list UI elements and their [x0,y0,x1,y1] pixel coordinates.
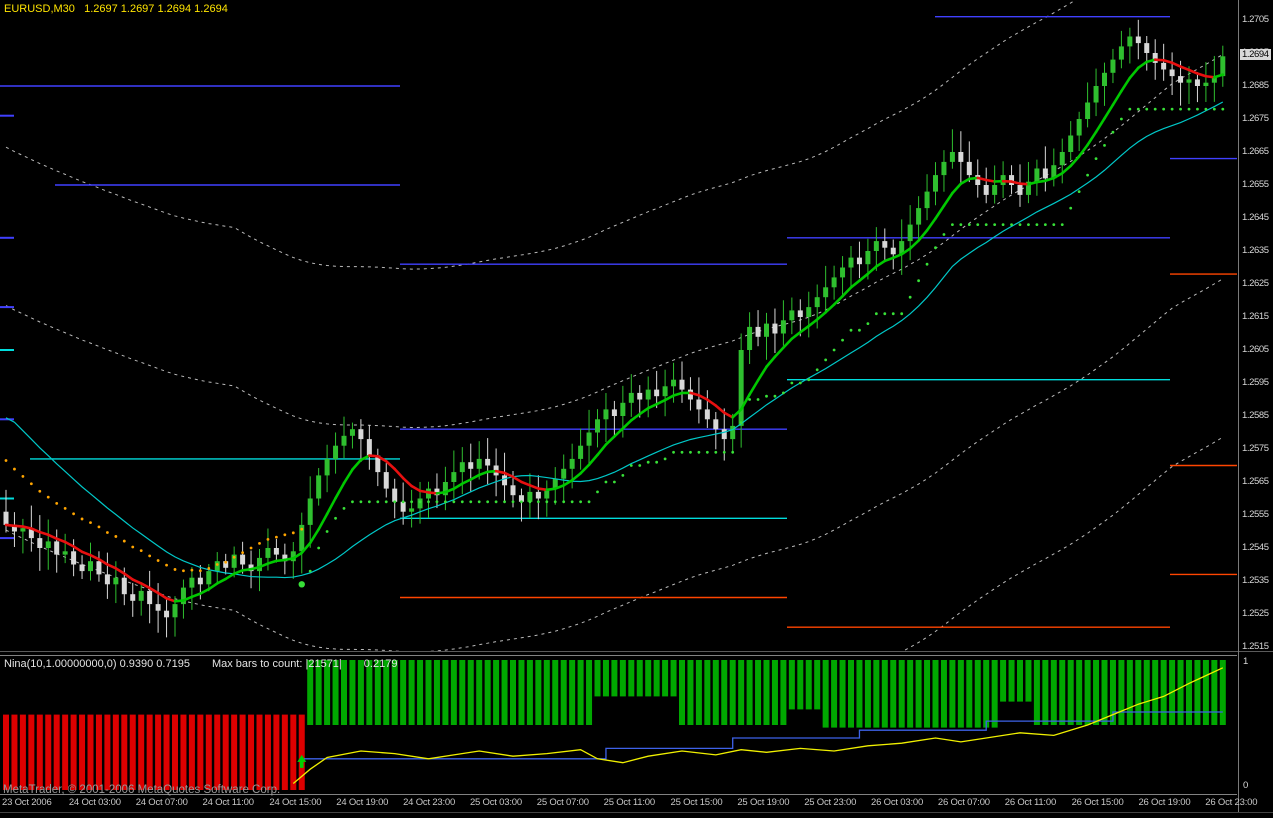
time-axis-label: 26 Oct 03:00 [871,797,924,808]
buy-arrow-icon [297,754,307,768]
time-axis-label: 23 Oct 2006 [2,797,52,808]
price-axis-label: 1.2635 [1242,245,1269,256]
time-axis-label: 25 Oct 23:00 [804,797,857,808]
indicator-title: Nina(10,1.00000000,0) 0.9390 0.7195 [4,658,190,670]
time-axis-label: 24 Oct 03:00 [68,797,121,808]
time-axis-label: 26 Oct 23:00 [1205,797,1258,808]
indicator-axis-bottom: 0 [1243,780,1248,791]
price-axis-label: 1.2625 [1242,278,1269,289]
time-axis-label: 24 Oct 15:00 [269,797,322,808]
symbol-ohlc-label: EURUSD,M30 1.2697 1.2697 1.2694 1.2694 [4,3,228,15]
price-axis-label: 1.2655 [1242,179,1269,190]
max-bars-label: Max bars to count: |21571| [211,658,342,670]
price-axis-label: 1.2555 [1242,509,1269,520]
time-axis[interactable]: 23 Oct 2006 24 Oct 03:00 24 Oct 07:00 24 Oc… [0,797,1257,812]
price-axis-label: 1.2535 [1242,575,1269,586]
price-axis-label: 1.2595 [1242,377,1269,388]
time-axis-label: 24 Oct 23:00 [403,797,456,808]
bottom-border [0,812,1273,813]
time-axis-label: 24 Oct 07:00 [135,797,188,808]
time-axis-label: 24 Oct 11:00 [202,797,254,808]
fast-ma-line [4,58,1225,603]
panel-separator [0,651,1273,652]
time-axis-label: 25 Oct 03:00 [469,797,522,808]
copyright-label: MetaTrader, © 2001-2006 MetaQuotes Softw… [3,784,281,796]
indicator-axis-top: 1 [1243,656,1248,667]
time-axis-label: 25 Oct 19:00 [737,797,790,808]
indicator-panel[interactable]: Nina(10,1.00000000,0) 0.9390 0.7195 Max … [0,655,1237,795]
price-axis-label: 1.2515 [1242,641,1269,652]
price-axis-label: 1.2525 [1242,608,1269,619]
horizontal-levels [0,16,1237,628]
current-price-tag: 1.2694 [1240,49,1271,61]
price-axis-label: 1.2565 [1242,476,1269,487]
price-axis-label: 1.2615 [1242,311,1269,322]
price-axis[interactable]: 1.27051.26951.26851.26751.26651.26551.26… [1238,0,1273,812]
time-axis-label: 26 Oct 19:00 [1138,797,1191,808]
time-axis-label: 24 Oct 19:00 [336,797,389,808]
nina-yellow-line [292,667,1224,784]
price-axis-label: 1.2675 [1242,113,1269,124]
price-axis-label: 1.2545 [1242,542,1269,553]
time-axis-label: 26 Oct 07:00 [937,797,990,808]
time-axis-label: 26 Oct 11:00 [1004,797,1057,808]
price-axis-label: 1.2645 [1242,212,1269,223]
time-axis-label: 26 Oct 15:00 [1071,797,1124,808]
nina-blue-line [301,711,1223,760]
price-axis-label: 1.2585 [1242,410,1269,421]
slow-ma-line [5,101,1224,579]
price-axis-label: 1.2705 [1242,14,1269,25]
trailing-stop-dots [4,107,1225,588]
time-axis-label: 25 Oct 11:00 [603,797,655,808]
time-axis-label: 25 Oct 15:00 [670,797,723,808]
main-chart-canvas[interactable] [0,0,1237,652]
band-lines [5,0,1224,652]
candlestick-layer [3,19,1226,638]
indicator-canvas[interactable] [0,656,1237,794]
price-axis-label: 1.2575 [1242,443,1269,454]
price-axis-label: 1.2605 [1242,344,1269,355]
nina-histogram [3,660,1226,790]
price-axis-label: 1.2665 [1242,146,1269,157]
time-axis-label: 25 Oct 07:00 [536,797,589,808]
indicator-extra-value: 0.2179 [363,658,398,670]
price-axis-label: 1.2685 [1242,80,1269,91]
